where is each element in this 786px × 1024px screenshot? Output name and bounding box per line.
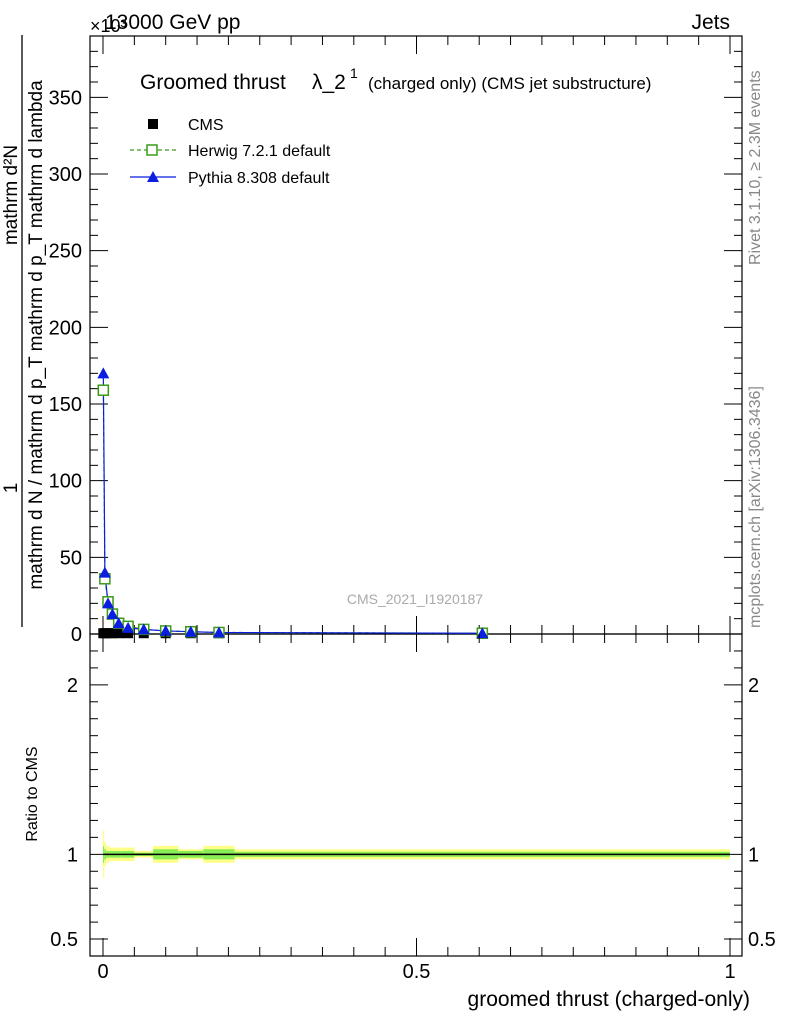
ratio-y-tick-label-right: 1 <box>748 844 759 866</box>
pythia-point <box>122 621 135 633</box>
cms-point <box>113 628 124 639</box>
ratio-y-label: Ratio to CMS <box>24 746 41 841</box>
ratio-y-tick-label-right: 2 <box>748 675 759 697</box>
legend-cms-label: CMS <box>188 117 224 134</box>
ratio-y-tick-label-right: 0.5 <box>748 929 776 951</box>
pythia-point <box>159 624 172 636</box>
ratio-axis-ticks: 0.5 0.5 1 1 2 2 0 0.5 1 <box>50 634 776 983</box>
pythia-point <box>112 617 125 629</box>
pythia-point <box>212 626 225 638</box>
title-rest: (charged only) (CMS jet substructure) <box>368 74 651 93</box>
y-axis-label: 1 mathrm d N / mathrm d p_T mathrm d p_T… <box>1 35 47 627</box>
cms-point <box>123 628 134 639</box>
y-exponent: ×10³ <box>90 16 127 36</box>
legend-pythia-marker <box>147 171 159 182</box>
title-symbol: λ_2 <box>312 71 346 94</box>
y-label-one: 1 <box>1 483 22 494</box>
x-axis-label: groomed thrust (charged-only) <box>468 988 750 1011</box>
y-label-numerator: mathrm d²N <box>1 145 22 245</box>
y-label-denominator: mathrm d N / mathrm d p_T mathrm d p_T m… <box>26 80 47 590</box>
ratio-y-tick-label: 2 <box>67 675 78 697</box>
mcplots-label: mcplots.cern.ch [arXiv:1306.3436] <box>747 386 764 628</box>
main-series <box>97 367 489 639</box>
x-tick-label: 1 <box>724 961 735 983</box>
y-tick-label: 300 <box>49 164 82 186</box>
legend: CMS Herwig 7.2.1 default Pythia 8.308 de… <box>130 117 331 187</box>
title-main: Groomed thrust <box>140 71 286 94</box>
ratio-y-tick-label: 0.5 <box>50 929 78 951</box>
pythia-point <box>97 367 110 379</box>
legend-cms-marker <box>148 119 158 129</box>
y-tick-label: 150 <box>49 394 82 416</box>
y-tick-label: 0 <box>71 624 82 646</box>
x-tick-label: 0 <box>97 961 108 983</box>
y-tick-label: 200 <box>49 317 82 339</box>
header-right: Jets <box>691 11 730 34</box>
chart-title: Groomed thrust λ_2 1 (charged only) (CMS… <box>140 65 651 94</box>
y-tick-label: 100 <box>49 471 82 493</box>
herwig-point <box>97 384 110 396</box>
ratio-frame <box>89 633 743 957</box>
pythia-point <box>106 608 119 620</box>
x-tick-label: 0.5 <box>403 961 431 983</box>
cms-point <box>107 628 118 639</box>
legend-herwig-label: Herwig 7.2.1 default <box>188 143 331 160</box>
legend-herwig-marker <box>146 144 158 156</box>
rivet-label: Rivet 3.1.10, ≥ 2.3M events <box>747 70 764 265</box>
pythia-point <box>137 623 150 635</box>
y-tick-label: 250 <box>49 241 82 263</box>
y-tick-label: 350 <box>49 87 82 109</box>
title-superscript: 1 <box>350 65 358 81</box>
analysis-watermark: CMS_2021_I1920187 <box>347 591 483 607</box>
pythia-point <box>98 566 111 578</box>
main-axis-ticks: 0 50 100 150 200 250 300 350 <box>49 36 742 646</box>
header-left: 13000 GeV pp <box>105 11 240 34</box>
pythia-point <box>102 597 115 609</box>
pythia-point <box>184 625 197 637</box>
y-tick-label: 50 <box>60 547 82 569</box>
ratio-y-tick-label: 1 <box>67 844 78 866</box>
legend-pythia-label: Pythia 8.308 default <box>188 170 330 187</box>
